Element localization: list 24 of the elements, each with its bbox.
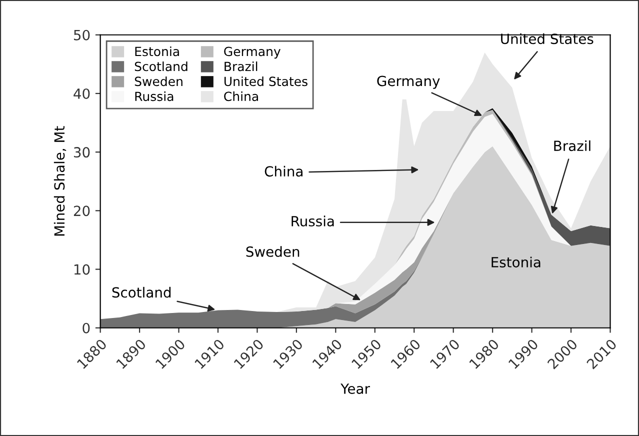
legend-label: Russia <box>135 91 174 102</box>
legend-label: Brazil <box>224 61 258 72</box>
annotation: Russia <box>292 216 334 226</box>
legend-label: Sweden <box>134 76 182 86</box>
legend-label: Germany <box>224 46 280 59</box>
annotation: Sweden <box>246 246 300 257</box>
annotation: China <box>264 166 302 177</box>
y-tick-label: 40 <box>74 88 90 99</box>
annotation: United States <box>501 33 594 44</box>
annotation: Germany <box>377 76 440 89</box>
legend-label: Scotland <box>134 61 188 72</box>
annotation: Brazil <box>554 140 590 152</box>
y-tick-label: 50 <box>74 30 90 40</box>
y-tick-label: 0 <box>82 322 90 334</box>
y-tick-label: 30 <box>74 147 90 158</box>
y-tick-label: 20 <box>74 206 90 216</box>
y-tick-label: 10 <box>74 264 90 275</box>
legend-label: China <box>224 91 258 102</box>
legend-label: United States <box>224 76 308 86</box>
annotation: Scotland <box>112 286 171 298</box>
annotation: Estonia <box>492 256 540 268</box>
x-axis-title: Year <box>340 384 370 394</box>
y-axis-title: Mined Shale, Mt <box>54 126 66 236</box>
legend-label: Estonia <box>135 46 179 56</box>
